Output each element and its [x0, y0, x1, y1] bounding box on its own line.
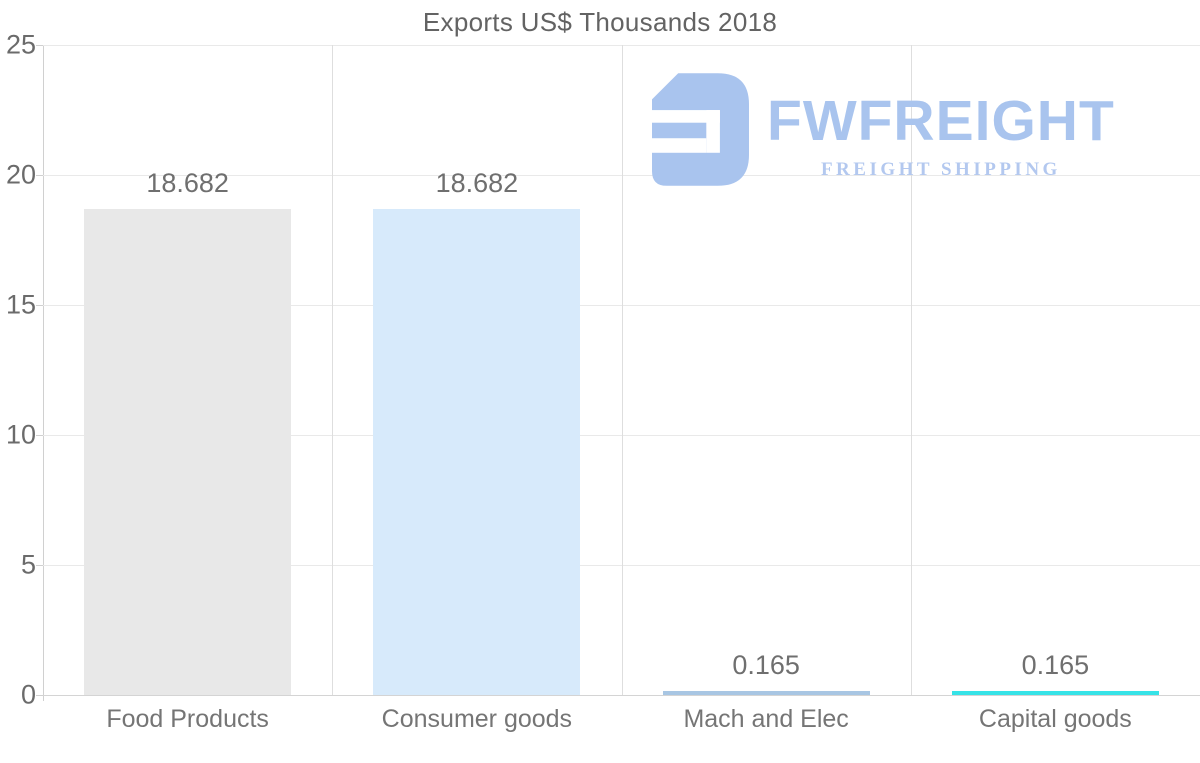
ytick-label-25: 25 — [5, 29, 36, 60]
bar-food-products — [84, 209, 291, 695]
bar-value-3: 0.165 — [1021, 650, 1090, 680]
ytick-mark-5 — [36, 565, 43, 566]
hgridline-20 — [43, 175, 1200, 176]
hgridline-25 — [43, 45, 1200, 46]
xcat-label-0: Food Products — [106, 705, 269, 733]
logo-brand-text: FWFREIGHT — [767, 89, 1115, 153]
fwfreight-logo: FWFREIGHT FREIGHT SHIPPING — [652, 73, 1115, 186]
ytick-label-15: 15 — [5, 289, 36, 320]
xcat-label-2: Mach and Elec — [683, 705, 849, 733]
bar-capital-goods — [952, 691, 1159, 695]
ytick-mark-15 — [36, 305, 43, 306]
vgridline-1 — [332, 45, 333, 695]
vgridline-3 — [911, 45, 912, 695]
bar-value-2: 0.165 — [732, 650, 800, 680]
ytick-mark-0 — [36, 695, 43, 696]
ytick-mark-25 — [36, 45, 43, 46]
xcat-label-1: Consumer goods — [381, 705, 573, 733]
bar-value-0: 18.682 — [146, 168, 229, 198]
ytick-label-20: 20 — [5, 159, 36, 190]
vgridline-2 — [622, 45, 623, 695]
bar-mach-and-elec — [663, 691, 870, 695]
bar-value-1: 18.682 — [435, 168, 519, 198]
hgridline-0 — [43, 695, 1200, 696]
hgridline-5 — [43, 565, 1200, 566]
ytick-label-10: 10 — [5, 419, 36, 450]
fwfreight-logo-icon — [652, 73, 749, 186]
logo-text-column: FWFREIGHT FREIGHT SHIPPING — [767, 93, 1115, 181]
bar-consumer-goods — [373, 209, 580, 695]
hgridline-10 — [43, 435, 1200, 436]
ytick-label-0: 0 — [20, 679, 36, 710]
ytick-mark-10 — [36, 435, 43, 436]
hgridline-15 — [43, 305, 1200, 306]
chart-title: Exports US$ Thousands 2018 — [422, 7, 778, 37]
xcat-label-3: Capital goods — [978, 705, 1132, 733]
y-axis-line — [43, 45, 44, 701]
ytick-mark-20 — [36, 175, 43, 176]
logo-tagline-text: FREIGHT SHIPPING — [820, 159, 1061, 180]
ytick-label-5: 5 — [20, 549, 36, 580]
plot-area: 18.682 18.682 0.165 0.165 — [43, 45, 1200, 696]
